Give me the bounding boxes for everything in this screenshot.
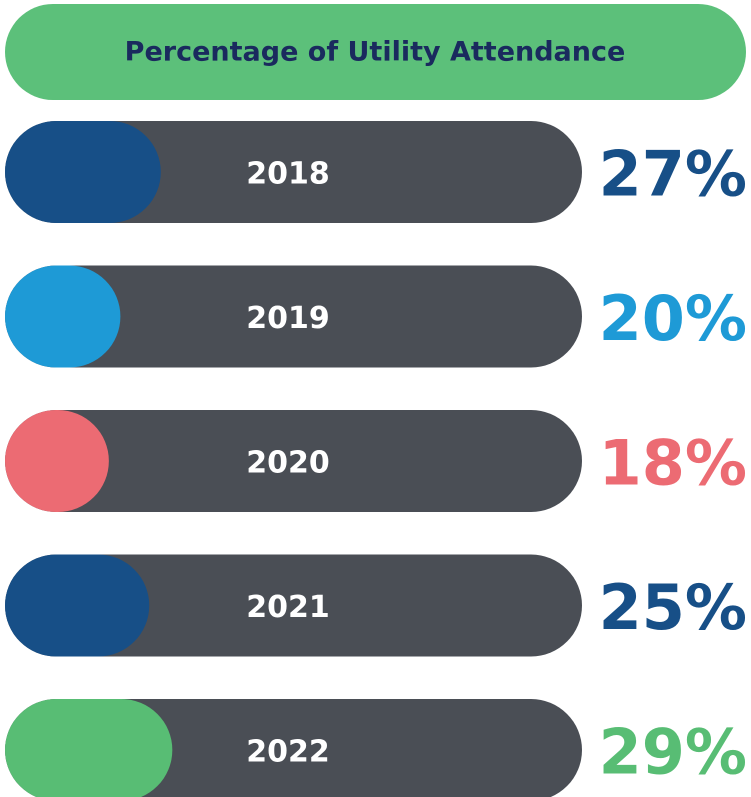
title-banner bbox=[5, 4, 746, 100]
category-label: 2019 bbox=[246, 301, 330, 336]
category-label: 2021 bbox=[246, 590, 330, 625]
bar bbox=[5, 554, 150, 657]
bar-track bbox=[5, 265, 582, 368]
category-label: 2020 bbox=[246, 446, 330, 481]
value-label: 27% bbox=[599, 138, 747, 211]
bar-track bbox=[5, 554, 582, 657]
chart-title: Percentage of Utility Attendance bbox=[125, 37, 626, 68]
value-label: 25% bbox=[599, 571, 747, 644]
value-label: 18% bbox=[599, 427, 747, 500]
category-label: 2022 bbox=[246, 735, 330, 770]
category-label: 2018 bbox=[246, 157, 330, 192]
bar-track bbox=[5, 410, 582, 512]
bar bbox=[5, 699, 173, 797]
bar bbox=[5, 410, 109, 512]
value-label: 20% bbox=[599, 282, 747, 355]
bar bbox=[5, 121, 161, 223]
value-label: 29% bbox=[599, 716, 747, 789]
bar bbox=[5, 265, 121, 368]
